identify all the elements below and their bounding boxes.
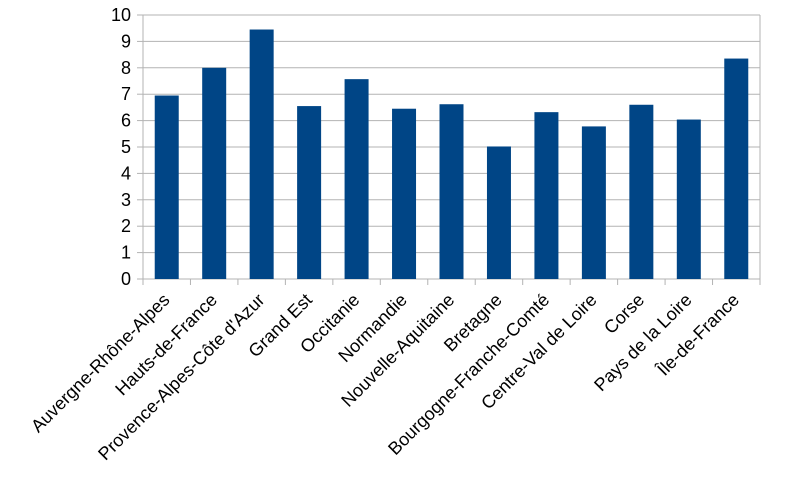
bar — [439, 104, 464, 280]
bar — [724, 58, 749, 280]
bar — [392, 108, 417, 279]
y-tick-label: 5 — [121, 137, 131, 157]
bar — [629, 104, 654, 279]
bars — [154, 29, 749, 280]
y-tick-label: 7 — [121, 84, 131, 104]
axes — [137, 14, 761, 285]
bar — [676, 119, 701, 279]
y-tick-label: 3 — [121, 190, 131, 210]
bar — [249, 29, 274, 279]
bar — [486, 146, 511, 279]
y-tick-label: 1 — [121, 243, 131, 263]
bar — [344, 79, 369, 279]
y-tick-label: 10 — [111, 5, 131, 25]
y-tick-label: 0 — [121, 269, 131, 289]
y-tick-label: 4 — [121, 163, 131, 183]
y-tick-label: 9 — [121, 31, 131, 51]
y-tick-label: 6 — [121, 111, 131, 131]
bar — [534, 112, 559, 279]
category-label: Île-de-France — [653, 290, 744, 381]
bar — [202, 67, 227, 279]
category-labels: Auvergne-Rhône-AlpesHauts-de-FranceProve… — [27, 290, 743, 464]
bar — [154, 95, 179, 280]
y-tick-label: 2 — [121, 216, 131, 236]
y-tick-label: 8 — [121, 58, 131, 78]
bar — [297, 106, 322, 279]
bar — [581, 126, 606, 280]
y-tick-labels: 0 1 2 3 4 5 6 7 8 9 10 — [111, 5, 131, 289]
